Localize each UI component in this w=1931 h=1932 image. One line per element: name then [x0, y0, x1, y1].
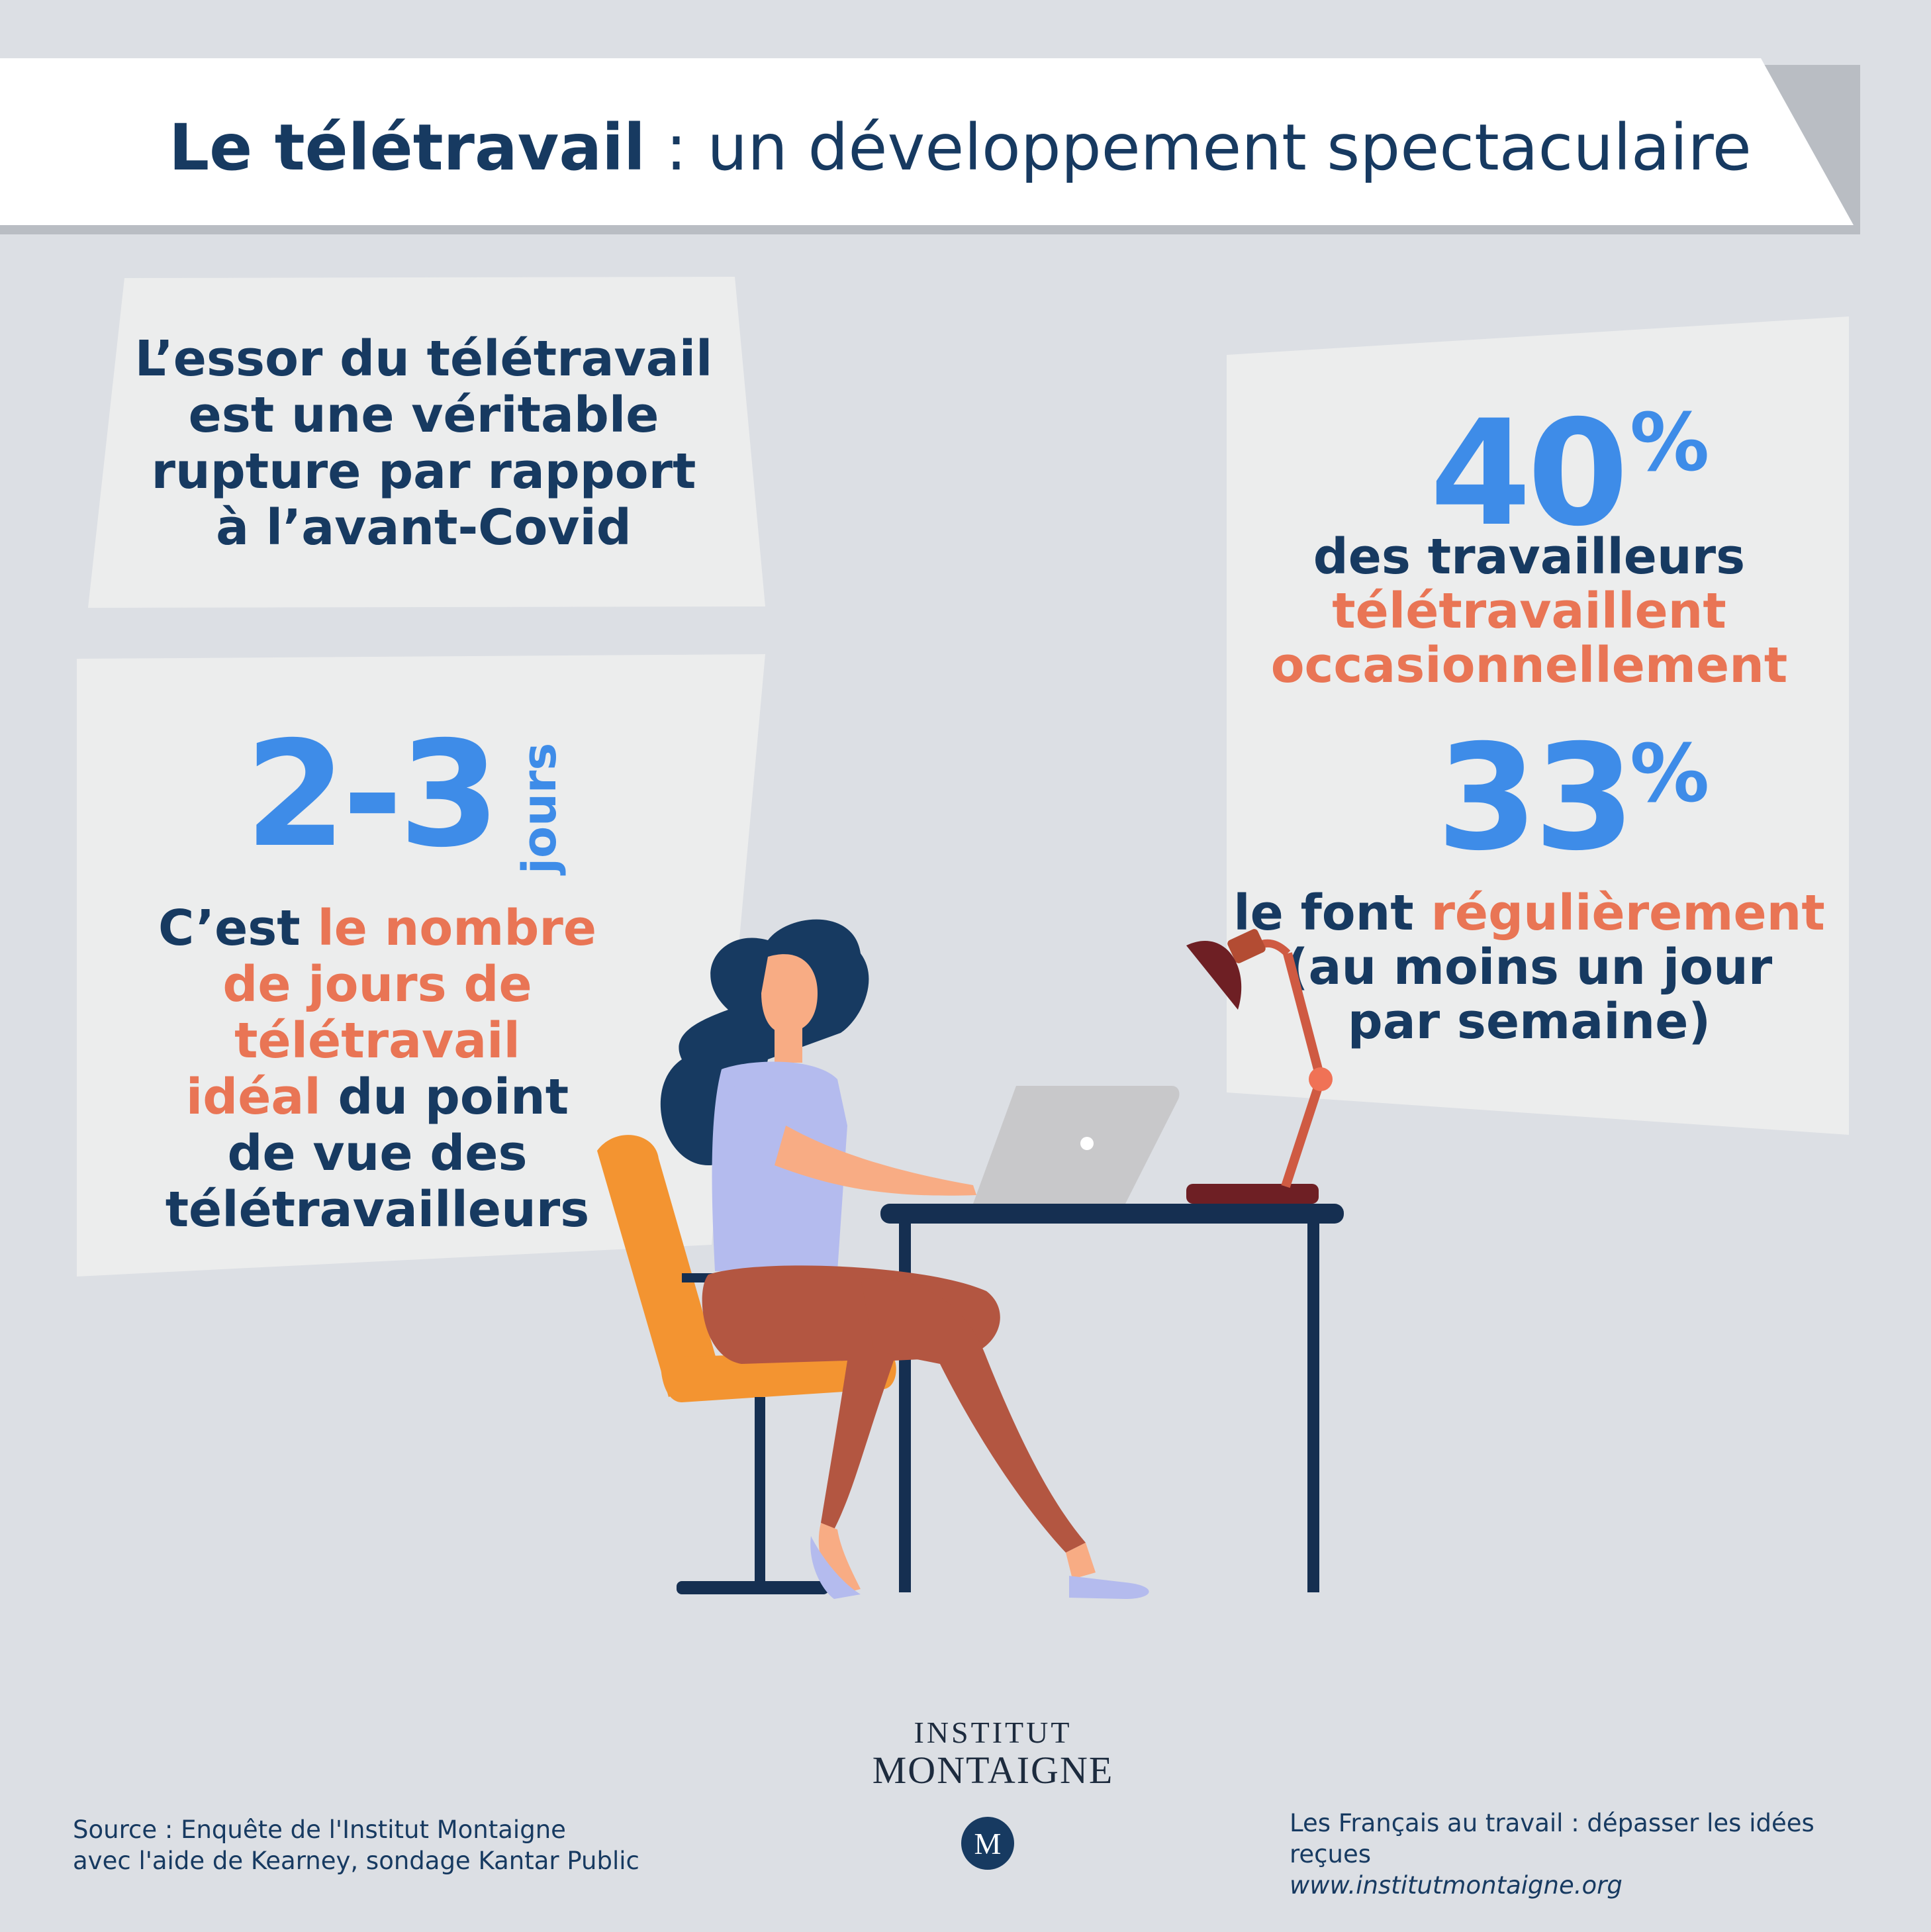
publication-url: www.institutmontaigne.org — [1290, 1871, 1623, 1900]
ideal-days-desc-line-5: télétravailleurs — [165, 1181, 590, 1238]
monogram-letter: M — [974, 1827, 1002, 1860]
stats-panel-shape — [1227, 316, 1849, 1135]
stat-occasional-description: des travailleurs télétravaillent occasio… — [1231, 530, 1827, 693]
desk-icon — [880, 1204, 1344, 1592]
ideal-days-desc-line-1: C’est le nombre — [93, 900, 662, 957]
stat-occasional-line-1: des travailleurs — [1313, 528, 1746, 585]
ideal-days-description: C’est le nombre de jours de télétravail … — [93, 900, 662, 1238]
stat-occasional-value: 40 — [1430, 389, 1628, 558]
page-title-bold: Le télétravail — [169, 111, 645, 185]
stat-occasional-line-3: occasionnellement — [1270, 637, 1788, 694]
ideal-days-desc-highlight-3: idéal — [185, 1069, 321, 1126]
source-line-1: Source : Enquête de l'Institut Montaigne — [73, 1815, 566, 1844]
ideal-days-desc-line-3: idéal du point — [93, 1069, 662, 1126]
stat-regular-value: 33 — [1436, 713, 1635, 883]
ideal-days-desc-start: C’est — [158, 900, 318, 957]
publication-info: Les Français au travail : dépasser les i… — [1290, 1808, 1885, 1901]
stat-regular-line-3: par semaine) — [1347, 993, 1711, 1050]
stat-regular-line-2: (au moins un jour — [1286, 939, 1773, 996]
title-banner — [0, 58, 1860, 234]
ideal-days-desc-line-2: de jours de télétravail — [222, 956, 532, 1069]
ideal-days-value: 2-3 — [245, 710, 500, 879]
essor-line-1: L’essor du télétravail — [134, 330, 713, 387]
essor-panel-shape — [88, 277, 765, 608]
stat-occasional-unit: % — [1630, 397, 1710, 489]
ideal-days-desc-mid: du point — [320, 1069, 569, 1126]
days-panel-shape — [77, 654, 765, 1277]
publication-title: Les Français au travail : dépasser les i… — [1290, 1809, 1814, 1868]
essor-line-2: est une véritable — [188, 387, 659, 444]
stat-regular-line-1-start: le font — [1233, 885, 1431, 942]
stat-regular-description: le font régulièrement (au moins un jour … — [1231, 886, 1827, 1049]
logo-line-1: INSTITUT — [914, 1715, 1072, 1749]
laptop-icon — [973, 1086, 1180, 1204]
essor-statement: L’essor du télétravail est une véritable… — [132, 331, 715, 556]
title-banner-fill — [0, 58, 1854, 225]
page-title-separator: : — [645, 111, 708, 185]
stat-occasional-line-2: télétravaillent — [1332, 583, 1726, 640]
page-title-rest: un développement spectaculaire — [707, 111, 1752, 185]
ideal-days-desc-line-4: de vue des — [227, 1125, 528, 1182]
logo-line-2: MONTAIGNE — [872, 1749, 1114, 1792]
desk-lamp-icon — [1186, 929, 1333, 1204]
stat-regular-line-1-highlight: régulièrement — [1431, 885, 1825, 942]
essor-line-4: à l’avant-Covid — [216, 499, 632, 556]
woman-icon — [660, 919, 1149, 1599]
essor-line-3: rupture par rapport — [151, 443, 696, 500]
page-title: Le télétravail : un développement specta… — [169, 105, 1752, 191]
stat-regular-unit: % — [1630, 728, 1710, 820]
stat-regular-line-1: le font régulièrement — [1231, 886, 1827, 940]
source-line-2: avec l'aide de Kearney, sondage Kantar P… — [73, 1847, 639, 1875]
source-note: Source : Enquête de l'Institut Montaigne… — [73, 1814, 735, 1876]
ideal-days-desc-highlight-1: le nombre — [317, 900, 597, 957]
institut-montaigne-monogram-icon: M — [961, 1817, 1014, 1870]
